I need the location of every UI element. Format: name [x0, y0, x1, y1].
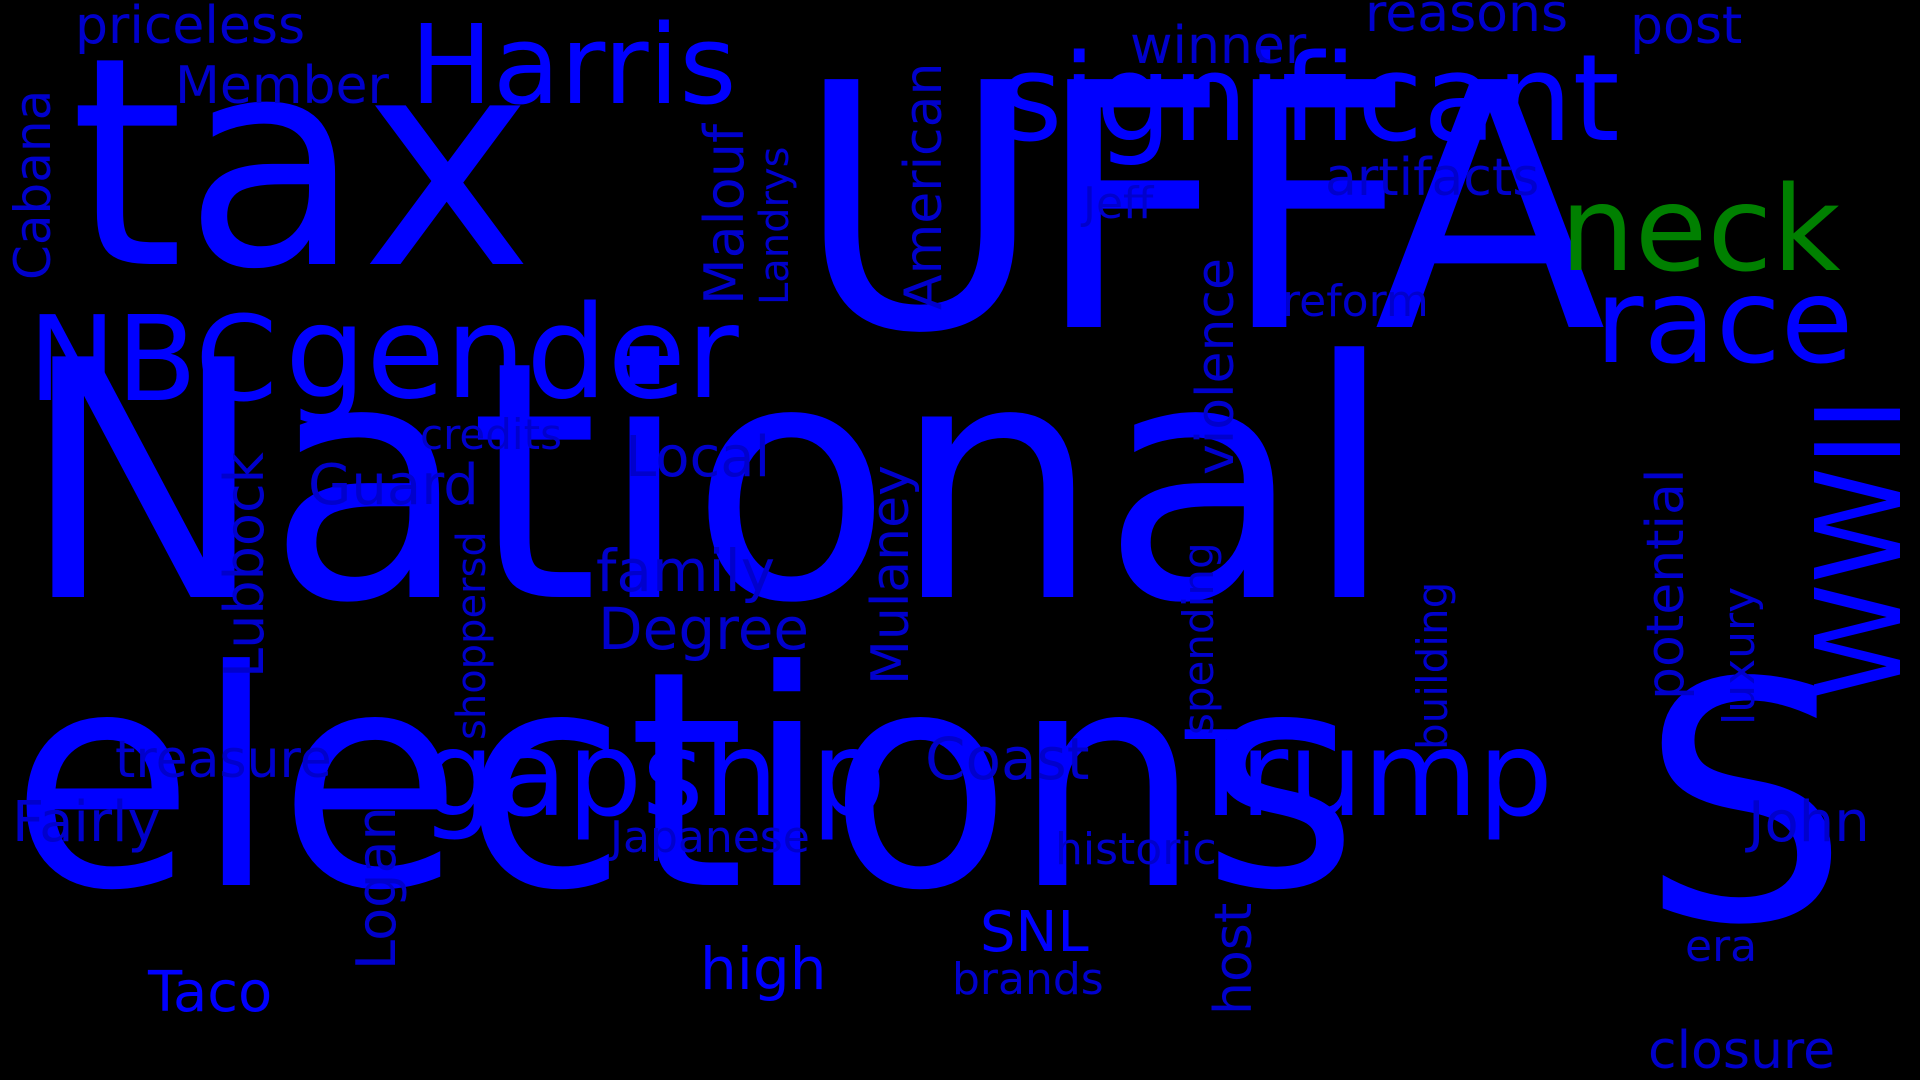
word-wwii: WWII [1790, 397, 1920, 700]
word-credits: credits [420, 410, 562, 459]
word-potential: potential [1636, 468, 1696, 700]
word-landrys: Landrys [752, 146, 798, 306]
word-uffa: UFFA [795, 12, 1606, 408]
word-violence: violence [1186, 257, 1246, 475]
word-high: high [700, 935, 827, 1003]
word-elections: elections [10, 607, 1359, 956]
word-reasons: reasons [1365, 0, 1569, 44]
word-luxury: luxury [1714, 586, 1765, 725]
word-mulaney: Mulaney [861, 465, 921, 685]
word-shoppersd: shoppersd [449, 531, 495, 740]
word-guard: Guard [308, 453, 479, 518]
word-reform: reform [1282, 276, 1429, 327]
word-harris: Harris [410, 1, 737, 129]
word-snl: SNL [980, 900, 1089, 965]
word-degree: Degree [598, 595, 810, 663]
word-brands: brands [952, 954, 1104, 1005]
word-host: host [1204, 902, 1264, 1015]
word-closure: closure [1648, 1021, 1836, 1080]
word-fairly: Fairly [12, 790, 161, 855]
word-building: building [1408, 581, 1457, 750]
word-japanese: Japanese [610, 812, 810, 863]
word-member: Member [175, 56, 389, 116]
word-coast: Coast [925, 725, 1090, 793]
word-cabana: Cabana [4, 89, 62, 280]
word-race: race [1595, 252, 1854, 390]
word-gender: gender [285, 279, 739, 428]
word-era: era [1685, 921, 1758, 972]
word-taco: Taco [148, 960, 273, 1025]
word-priceless: priceless [75, 0, 306, 56]
word-american: American [894, 62, 954, 310]
word-spending: spending [1174, 542, 1223, 735]
word-historic: historic [1055, 824, 1217, 875]
word-lubbock: Lubbock [213, 452, 276, 678]
word-john: John [1748, 790, 1870, 855]
word-national: National [20, 291, 1396, 675]
word-winner: winner [1130, 16, 1307, 76]
word-s: S [1640, 613, 1850, 997]
word-jeff: Jeff [1083, 178, 1154, 229]
word-artifacts: artifacts [1325, 148, 1540, 208]
word-tax: tax [70, 0, 534, 333]
word-malouf: Malouf [693, 124, 756, 305]
word-family: family [596, 537, 776, 605]
word-neck: neck [1560, 160, 1841, 298]
word-post: post [1630, 0, 1743, 56]
word-trump: Trump [1185, 705, 1553, 843]
word-nbc: NBC [28, 290, 278, 428]
word-local: Local [625, 425, 771, 490]
word-significant: significant [1000, 30, 1620, 169]
word-treasure: treasure [115, 730, 332, 790]
word-gapship: gapship [420, 705, 887, 843]
word-logan: Logan [345, 806, 408, 970]
